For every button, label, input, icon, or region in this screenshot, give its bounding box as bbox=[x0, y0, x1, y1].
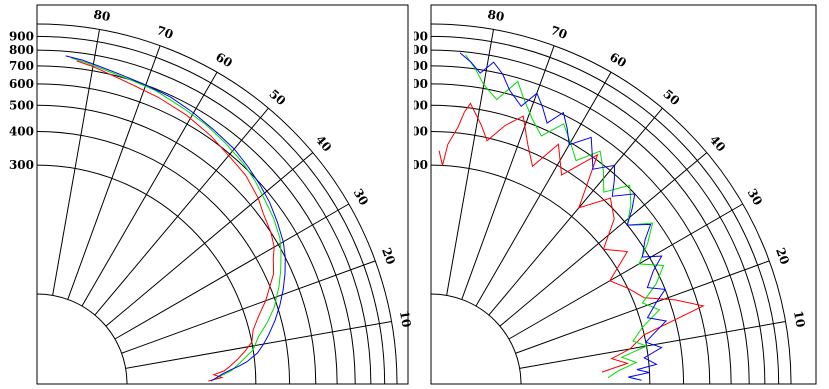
angular-spoke bbox=[114, 203, 350, 340]
radial-tick-label: 700 bbox=[9, 59, 34, 73]
angular-tick-label: 60 bbox=[213, 50, 234, 70]
radial-tick-label: 400 bbox=[414, 124, 428, 138]
angular-tick-label: 30 bbox=[745, 186, 765, 207]
angular-tick-label: 30 bbox=[351, 186, 371, 207]
angular-tick-label: 20 bbox=[773, 246, 792, 266]
series-line-2 bbox=[459, 52, 668, 381]
angular-spoke bbox=[121, 260, 376, 354]
radial-tick-label: 700 bbox=[414, 59, 428, 73]
angular-tick-label: 40 bbox=[313, 133, 334, 155]
angular-spoke bbox=[52, 29, 101, 296]
outer-ring bbox=[431, 23, 792, 384]
radial-ring bbox=[37, 49, 372, 384]
radial-ring bbox=[431, 65, 750, 384]
radial-ring bbox=[37, 35, 386, 384]
angular-tick-label: 20 bbox=[379, 246, 398, 266]
radial-ring bbox=[37, 164, 257, 384]
angular-tick-label: 60 bbox=[607, 50, 628, 70]
angular-spoke bbox=[475, 71, 612, 307]
angular-tick-label: 50 bbox=[661, 87, 683, 108]
angular-spoke bbox=[125, 320, 392, 369]
radial-ring bbox=[37, 104, 317, 384]
angular-spoke bbox=[461, 45, 555, 300]
radial-ring bbox=[431, 83, 732, 384]
radial-ring bbox=[431, 104, 711, 384]
radial-tick-label: 800 bbox=[9, 43, 34, 57]
radial-tick-label: 400 bbox=[9, 124, 34, 138]
inner-arc bbox=[431, 293, 522, 384]
angular-spoke bbox=[94, 107, 269, 316]
angular-tick-label: 80 bbox=[487, 7, 506, 24]
angular-spoke bbox=[499, 152, 708, 327]
grid bbox=[37, 23, 398, 384]
radial-tick-label: 300 bbox=[9, 158, 34, 172]
angular-spoke bbox=[508, 203, 744, 340]
radial-tick-label: 900 bbox=[9, 29, 34, 43]
plot-frame bbox=[36, 4, 409, 385]
angular-tick-label: 10 bbox=[791, 310, 808, 329]
series-group bbox=[438, 52, 705, 381]
angular-tick-label: 10 bbox=[397, 310, 414, 329]
grid bbox=[431, 23, 792, 384]
series-line-1 bbox=[465, 54, 665, 379]
angular-tick-label: 50 bbox=[267, 87, 289, 108]
radial-ring bbox=[431, 130, 685, 384]
angular-tick-label: 80 bbox=[93, 7, 112, 24]
angular-tick-label: 40 bbox=[707, 133, 728, 155]
radial-ring bbox=[431, 35, 780, 384]
series-line-0 bbox=[76, 60, 275, 382]
angular-spoke bbox=[81, 71, 218, 307]
radial-tick-label: 500 bbox=[414, 98, 428, 112]
angular-spoke bbox=[105, 152, 314, 327]
radial-tick-label: 900 bbox=[414, 29, 428, 43]
radial-tick-label: 600 bbox=[414, 77, 428, 91]
series-line-0 bbox=[438, 102, 705, 373]
inner-arc bbox=[37, 293, 128, 384]
plot-frame bbox=[430, 4, 817, 385]
radial-tick-label: 500 bbox=[9, 98, 34, 112]
radial-tick-label: 800 bbox=[414, 43, 428, 57]
angular-spoke bbox=[488, 107, 663, 316]
series-line-1 bbox=[71, 57, 282, 382]
radial-ring bbox=[37, 130, 291, 384]
angular-tick-label: 70 bbox=[549, 23, 569, 42]
radial-ring bbox=[431, 49, 766, 384]
radial-tick-label: 600 bbox=[9, 77, 34, 91]
outer-ring bbox=[37, 23, 398, 384]
series-line-2 bbox=[65, 55, 286, 382]
series-group bbox=[65, 55, 286, 382]
radial-tick-label: 300 bbox=[414, 158, 428, 172]
angular-spoke bbox=[446, 29, 495, 296]
angular-spoke bbox=[67, 45, 161, 300]
angular-spoke bbox=[515, 260, 770, 354]
angular-tick-label: 70 bbox=[155, 23, 175, 42]
